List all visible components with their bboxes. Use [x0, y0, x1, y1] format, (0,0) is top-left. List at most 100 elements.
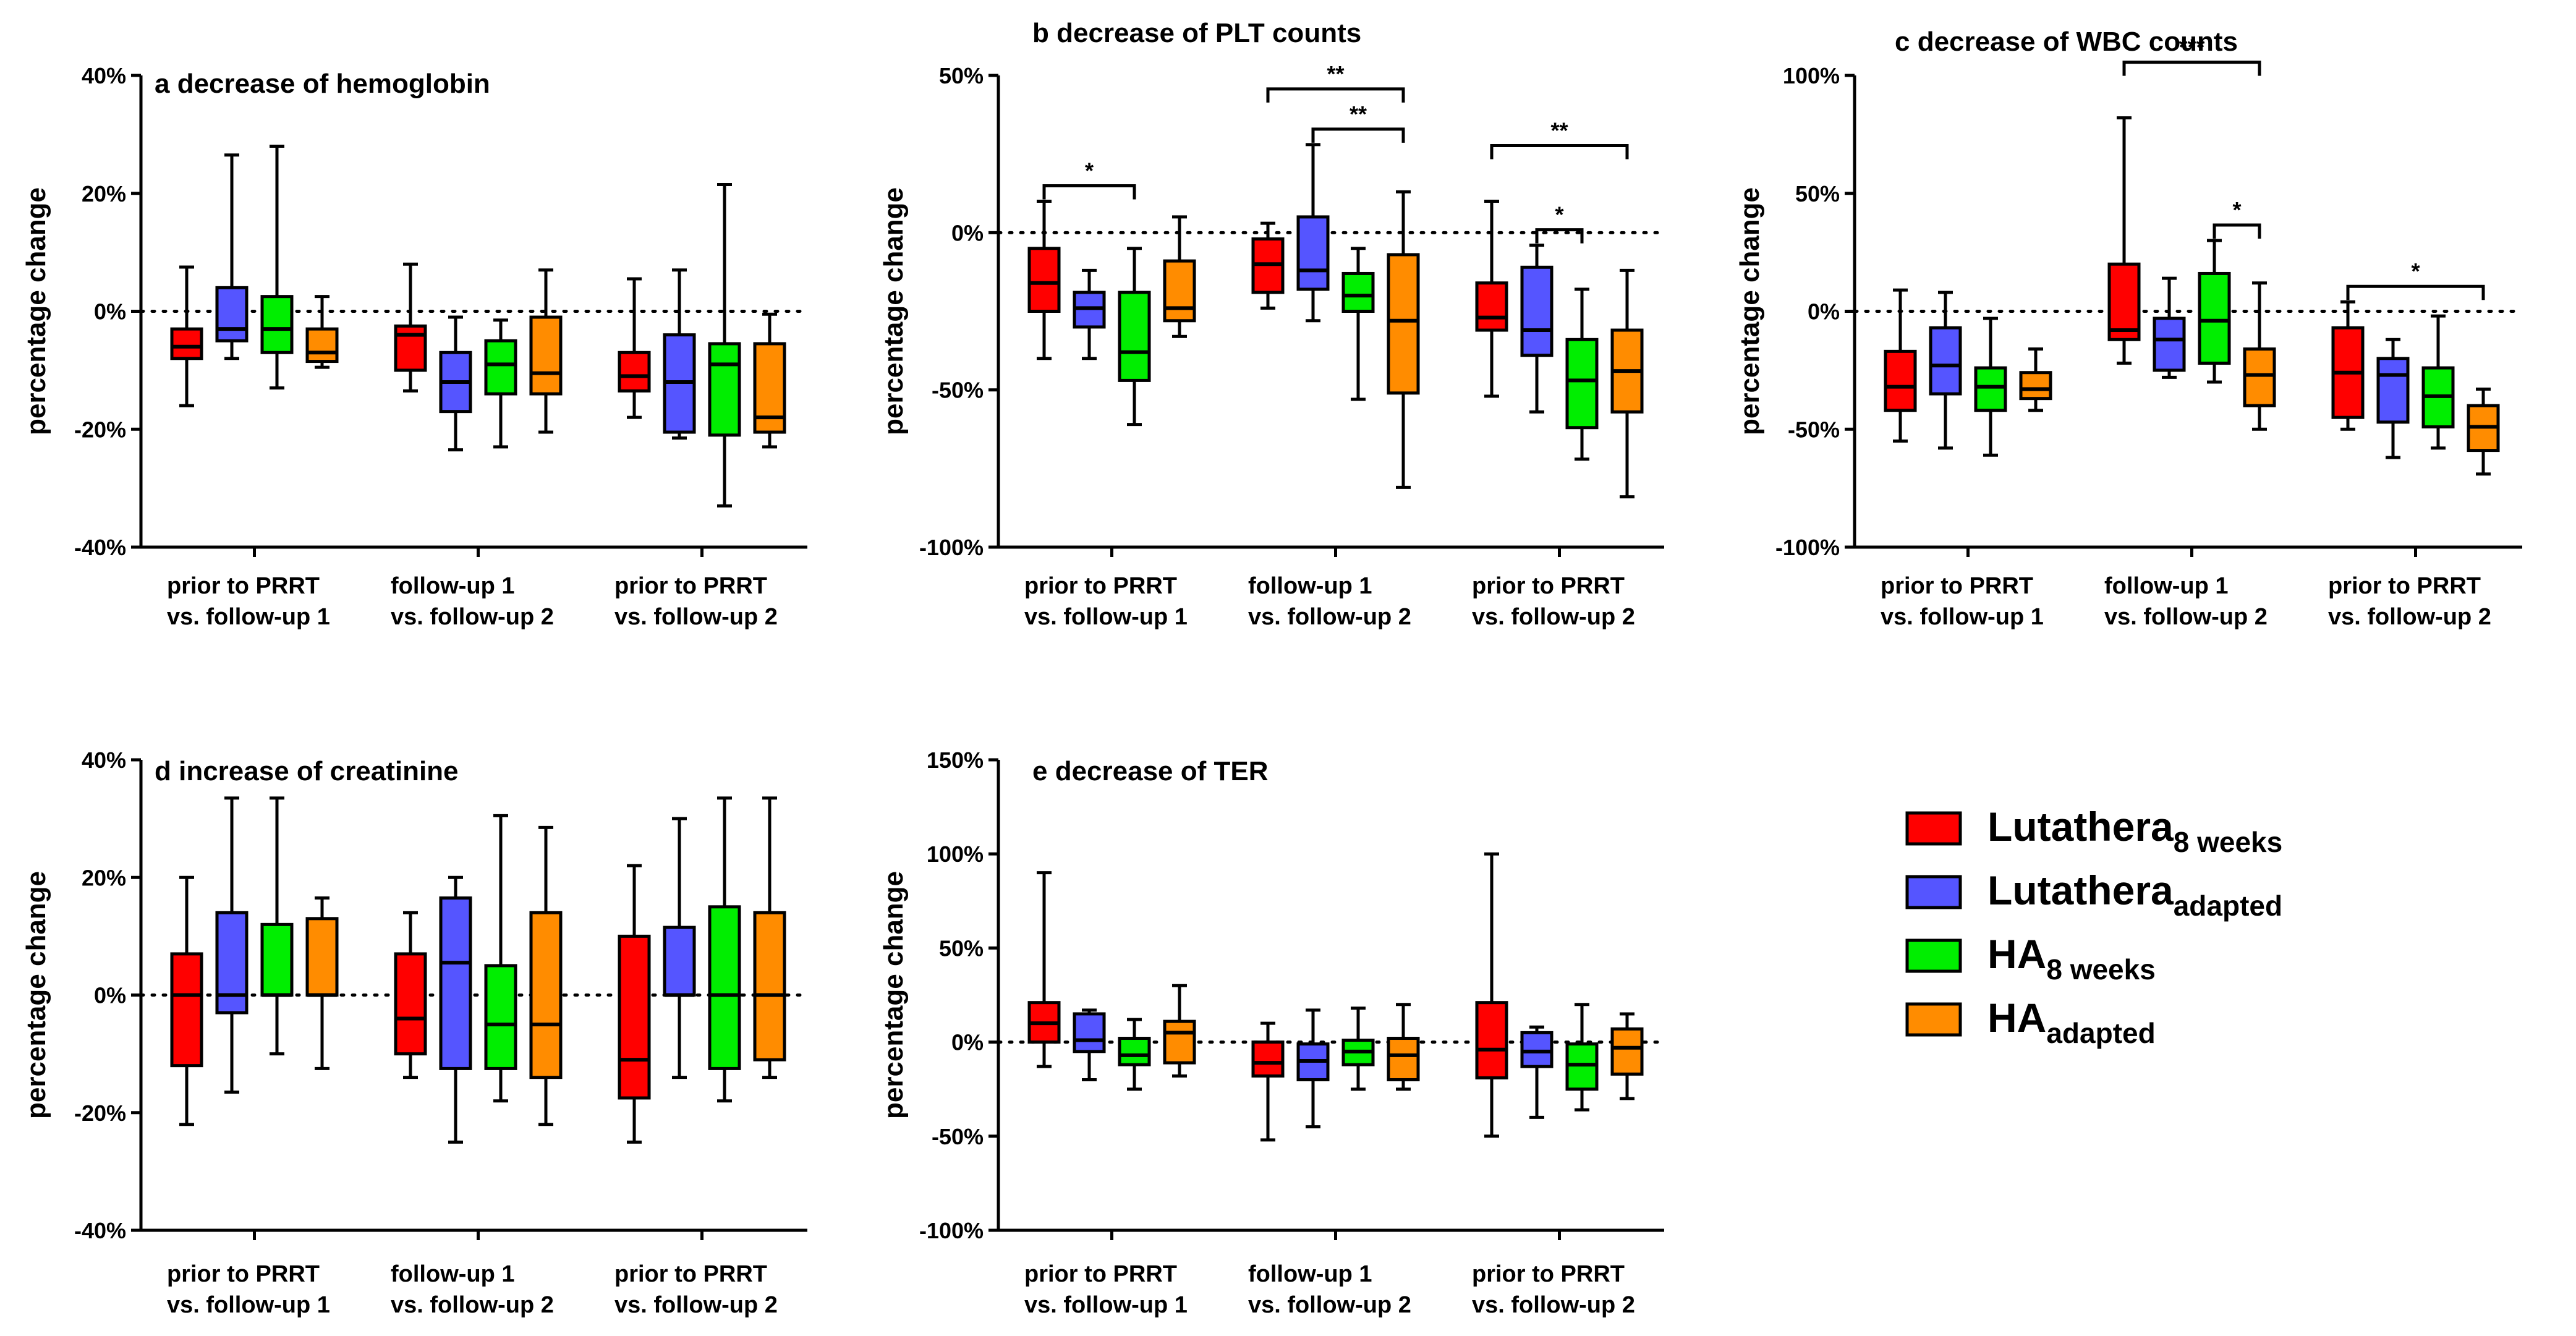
category-label-line1: prior to PRRT	[1024, 573, 1177, 599]
box-d-g3-s4	[753, 796, 786, 1079]
box-d-g2-s2	[439, 875, 472, 1144]
box-d-g3-s1	[618, 864, 651, 1144]
box-e-g1-s1	[1027, 871, 1061, 1068]
bracket-line	[1311, 127, 1405, 143]
panel-b: 50% 0% -50% -100% b decrease of PLT counts pe…	[878, 18, 1666, 630]
category-label-line1: prior to PRRT	[1472, 573, 1625, 599]
box-a-g1-s1	[170, 265, 203, 407]
category-label-line1: prior to PRRT	[1881, 573, 2033, 599]
legend-label: HAadapted	[1987, 995, 2156, 1049]
box-iqr	[1027, 247, 1061, 313]
y-tick-label: -20%	[74, 417, 126, 442]
y-tick-label: -100%	[919, 1218, 984, 1243]
y-tick-label: 40%	[82, 747, 126, 773]
legend-label-main: HA	[1987, 931, 2046, 977]
bracket-line	[1266, 87, 1405, 103]
box-a-g2-s2	[439, 315, 472, 452]
chart-title: d increase of creatinine	[155, 756, 459, 786]
significance-bracket: *	[2346, 258, 2485, 300]
box-b-g2-s2	[1296, 143, 1330, 323]
box-iqr	[2153, 317, 2186, 372]
category-label-line1: follow-up 1	[1248, 573, 1372, 599]
chart-title: b decrease of PLT counts	[1032, 18, 1361, 48]
y-tick-label: 20%	[82, 181, 126, 206]
y-tick-label: 0%	[951, 1030, 984, 1055]
significance-bracket: **	[1311, 101, 1405, 143]
bracket-line	[2346, 284, 2485, 300]
legend-label-subscript: adapted	[2174, 890, 2282, 922]
significance-bracket: **	[1490, 117, 1629, 160]
y-axis-label: percentage change	[878, 187, 909, 435]
bracket-line	[1042, 184, 1136, 200]
box-e-g3-s3	[1565, 1003, 1599, 1112]
legend-label-main: Lutathera	[1987, 804, 2174, 849]
box-b-g2-s3	[1341, 247, 1375, 401]
box-iqr	[1296, 215, 1330, 291]
box-iqr	[1118, 291, 1151, 382]
y-tick-label: -100%	[1775, 535, 1840, 560]
box-c-g1-s3	[1974, 317, 2007, 457]
box-iqr	[484, 964, 517, 1070]
category-label-line1: prior to PRRT	[167, 1261, 320, 1287]
box-iqr	[618, 934, 651, 1100]
box-c-g2-s3	[2198, 239, 2231, 384]
y-axis-label: percentage change	[1735, 187, 1765, 435]
box-e-g1-s2	[1073, 1008, 1106, 1081]
box-a-g2-s4	[529, 268, 563, 434]
box-iqr	[529, 911, 563, 1079]
significance-label: **	[1327, 61, 1344, 87]
category-label-line2: vs. follow-up 1	[1024, 1292, 1188, 1318]
y-axis-label: percentage change	[21, 187, 51, 435]
y-tick-label: 0%	[951, 220, 984, 245]
y-tick-label: 0%	[94, 299, 126, 325]
box-iqr	[2376, 357, 2410, 424]
legend-label-subscript: 8 weeks	[2046, 953, 2155, 985]
box-a-g3-s4	[753, 312, 786, 449]
box-c-g3-s1	[2331, 300, 2365, 431]
box-b-g2-s4	[1387, 190, 1420, 489]
category-label-line1: prior to PRRT	[1024, 1261, 1177, 1287]
box-c-g3-s2	[2376, 338, 2410, 459]
box-iqr	[2243, 347, 2276, 407]
category-label-line2: vs. follow-up 1	[167, 604, 330, 630]
y-tick-label: 50%	[939, 63, 984, 88]
box-c-g2-s1	[2107, 116, 2141, 365]
box-c-g2-s2	[2153, 276, 2186, 379]
box-c-g3-s3	[2421, 314, 2455, 450]
panel-e: 150% 100% 50% 0% -50% -100% e decrease of TER p…	[878, 747, 1666, 1318]
significance-label: *	[1555, 202, 1563, 228]
category-label-line2: vs. follow-up 1	[1024, 604, 1188, 630]
category-label-line2: vs. follow-up 1	[167, 1292, 330, 1318]
category-label-line2: vs. follow-up 2	[391, 604, 554, 630]
box-b-g3-s3	[1565, 287, 1599, 461]
category-label-line1: follow-up 1	[1248, 1261, 1372, 1287]
panel-a: 40% 20% 0% -20% -40% a decrease of hemoglobin…	[21, 63, 809, 630]
y-tick-label: -50%	[932, 378, 984, 403]
legend-label: Lutathera8 weeks	[1987, 804, 2282, 858]
box-iqr	[1163, 259, 1196, 323]
box-iqr	[618, 351, 651, 393]
y-tick-label: 0%	[1808, 299, 1840, 325]
significance-label: *	[2232, 197, 2241, 223]
box-d-g3-s2	[663, 817, 696, 1079]
box-iqr	[305, 327, 339, 364]
box-b-g1-s4	[1163, 215, 1196, 338]
panel-c: 100% 50% 0% -50% -100% c decrease of WBC coun…	[1735, 27, 2524, 630]
box-b-g3-s2	[1520, 244, 1554, 414]
significance-bracket: ***	[2122, 35, 2261, 76]
significance-label: *	[2411, 258, 2420, 284]
box-iqr	[753, 911, 786, 1062]
bracket-line	[1535, 228, 1584, 244]
box-a-g3-s1	[618, 277, 651, 419]
significance-label: **	[1350, 101, 1367, 127]
category-label-line1: prior to PRRT	[2328, 573, 2481, 599]
box-iqr	[1118, 1037, 1151, 1066]
y-tick-label: 100%	[927, 841, 984, 867]
box-iqr	[1073, 1012, 1106, 1053]
box-iqr	[1251, 1040, 1285, 1078]
legend-label-subscript: 8 weeks	[2174, 826, 2282, 858]
box-iqr	[663, 925, 696, 997]
box-iqr	[1387, 253, 1420, 395]
legend-swatch	[1905, 938, 1962, 973]
